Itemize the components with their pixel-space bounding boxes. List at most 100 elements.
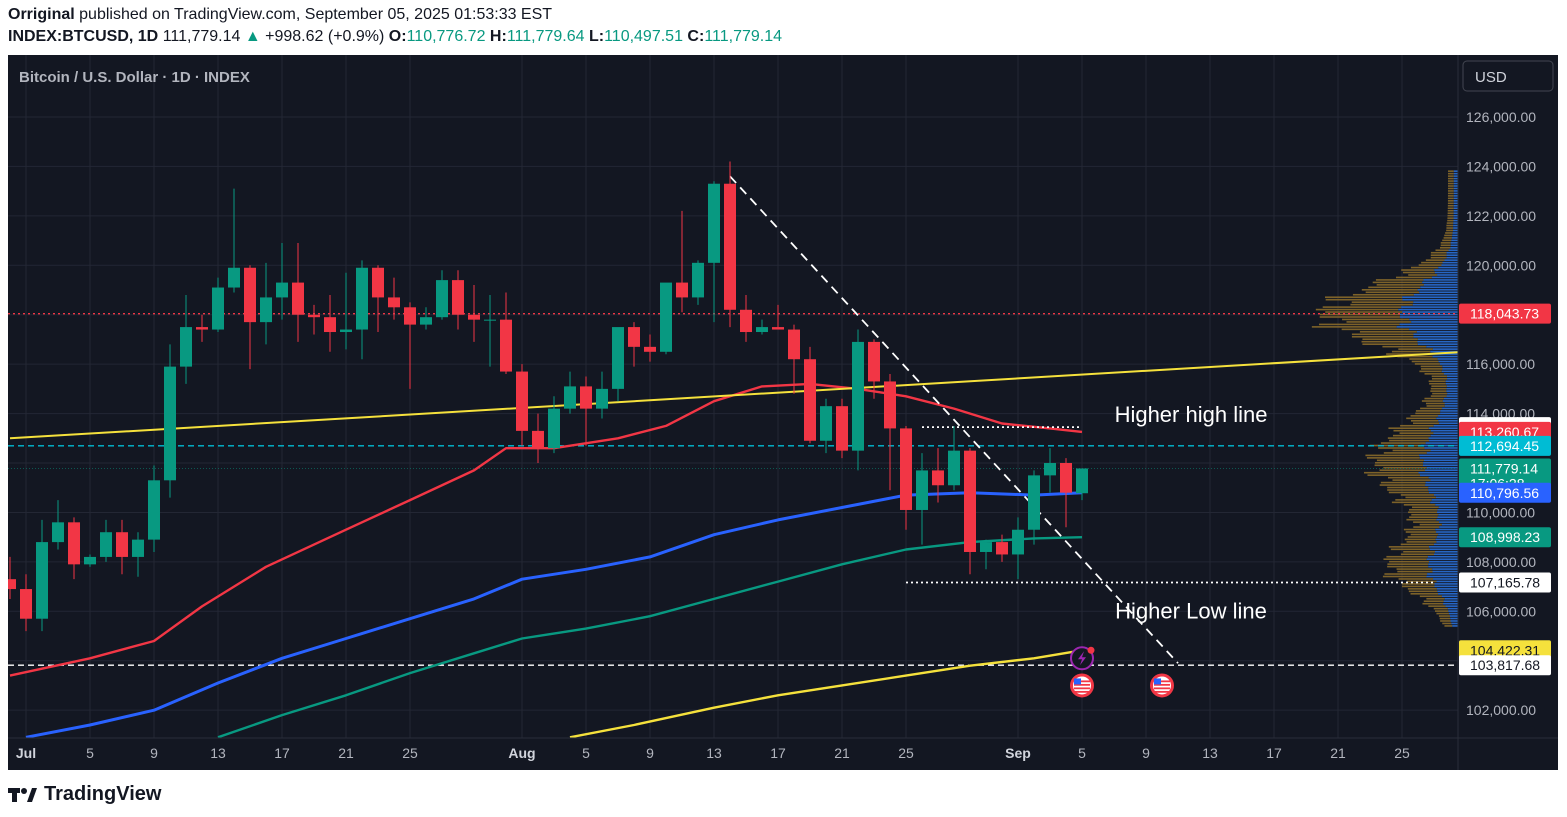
volume-profile-bar <box>1387 563 1429 565</box>
volume-profile-bar <box>1428 546 1458 548</box>
volume-profile-bar <box>1442 368 1458 370</box>
volume-profile-bar <box>1352 293 1414 296</box>
price-axis: 102,000.00104,000.00106,000.00108,000.00… <box>1466 109 1536 718</box>
close-label: C: <box>687 28 705 45</box>
chart-area[interactable]: Higher high line Higher Low line 102,000.0… <box>8 55 1558 770</box>
candle-body <box>148 480 160 540</box>
volume-profile-bar <box>1386 353 1428 355</box>
currency-button-label: USD <box>1475 69 1507 86</box>
volume-profile-bar <box>1420 407 1443 410</box>
x-tick-label: Aug <box>508 745 535 761</box>
volume-profile-bar <box>1412 506 1439 509</box>
plot-layer <box>8 161 1458 738</box>
volume-profile-bar <box>1447 182 1454 185</box>
x-tick-label: 5 <box>86 745 94 761</box>
candles <box>8 161 1088 632</box>
currency-button[interactable]: USD <box>1462 60 1554 92</box>
x-tick-label: 25 <box>1394 745 1410 761</box>
volume-profile-bar <box>1408 590 1438 593</box>
price-label-text: 104,422.31 <box>1470 642 1540 658</box>
volume-profile-bar <box>1366 457 1420 459</box>
volume-profile-bar <box>1447 170 1454 172</box>
volume-profile-bar <box>1413 526 1440 528</box>
volume-profile-bar <box>1322 306 1402 308</box>
candlestick-chart[interactable]: Higher high line Higher Low line 102,000.0… <box>8 55 1558 770</box>
volume-profile-bar <box>1393 429 1431 432</box>
volume-profile-bar <box>1376 284 1424 286</box>
volume-profile-bar <box>1391 350 1431 353</box>
volume-profile-bar <box>1408 274 1438 276</box>
volume-profile-bar <box>1438 266 1458 269</box>
volume-profile-bar <box>1425 259 1445 261</box>
volume-profile-bar <box>1444 402 1458 405</box>
candle-body <box>1012 529 1024 555</box>
volume-profile-bar <box>1444 597 1458 600</box>
volume-profile-bar <box>1430 256 1447 259</box>
candle-body <box>804 359 816 441</box>
volume-profile-bar <box>1396 568 1433 570</box>
candle-body <box>564 386 576 409</box>
volume-profile-bar <box>1429 560 1458 563</box>
volume-profile-bar <box>1453 204 1458 207</box>
volume-profile-bar <box>1383 558 1427 560</box>
volume-profile-bar <box>1426 558 1458 560</box>
volume-profile-bar <box>1367 474 1420 476</box>
lightning-icon <box>1070 646 1095 671</box>
x-tick-label: 17 <box>274 745 290 761</box>
volume-profile-bar <box>1379 484 1426 486</box>
volume-profile-bar <box>1453 172 1458 175</box>
volume-profile-bar <box>1403 528 1436 531</box>
candle-body <box>980 542 992 552</box>
volume-profile-bar <box>1438 615 1450 617</box>
volume-profile-bar <box>1361 340 1418 343</box>
candle-body <box>20 589 32 619</box>
volume-profile-bar <box>1390 548 1430 551</box>
volume-profile-bar <box>1437 508 1458 511</box>
volume-profile-bar <box>1446 229 1454 232</box>
volume-profile-bar <box>1399 323 1458 326</box>
volume-profile-bar <box>1319 313 1400 316</box>
volume-profile-bar <box>1419 457 1458 459</box>
volume-profile-bar <box>1392 449 1431 452</box>
volume-profile-bar <box>1420 286 1458 289</box>
volume-profile-bar <box>1453 209 1458 212</box>
volume-profile-bar <box>1417 340 1458 343</box>
volume-profile-bar <box>1414 363 1440 365</box>
volume-profile-bar <box>1448 612 1458 615</box>
volume-profile-bar <box>1411 360 1439 363</box>
candle-body <box>724 183 736 310</box>
candle-body <box>8 579 16 590</box>
volume-profile-bar <box>1439 422 1458 425</box>
volume-profile-bar <box>1422 464 1458 467</box>
volume-profile-bar <box>1362 343 1418 345</box>
candle-body <box>244 267 256 323</box>
volume-profile-bar <box>1450 246 1458 249</box>
volume-profile-bar <box>1425 442 1458 444</box>
candle-body <box>52 522 64 543</box>
volume-profile-bar <box>1392 434 1431 437</box>
volume-profile-bar <box>1447 392 1458 395</box>
volume-profile-bar <box>1405 496 1436 499</box>
volume-profile-bar <box>1442 239 1452 242</box>
volume-profile-bar <box>1439 521 1458 523</box>
volume-profile-bar <box>1450 242 1458 244</box>
volume-profile-bar <box>1450 617 1458 620</box>
volume-profile-bar <box>1406 417 1437 420</box>
volume-profile-bar <box>1434 585 1458 588</box>
y-tick-label: 106,000.00 <box>1466 603 1536 619</box>
volume-profile-bar <box>1423 284 1458 286</box>
x-tick-label: Jul <box>16 745 36 761</box>
volume-profile-bar <box>1453 170 1458 172</box>
volume-profile-bar <box>1422 602 1444 605</box>
volume-profile-bar <box>1452 234 1458 237</box>
moving-average-line <box>569 649 1083 738</box>
volume-profile-bar <box>1443 600 1458 603</box>
candle-body <box>212 287 224 330</box>
volume-profile-bar <box>1341 328 1410 331</box>
candle-body <box>36 542 48 619</box>
brand-name: TradingView <box>44 783 162 805</box>
volume-profile-bar <box>1410 592 1439 595</box>
volume-profile-bar <box>1429 382 1446 385</box>
volume-profile-bar <box>1428 489 1458 491</box>
candle-body <box>548 408 560 449</box>
